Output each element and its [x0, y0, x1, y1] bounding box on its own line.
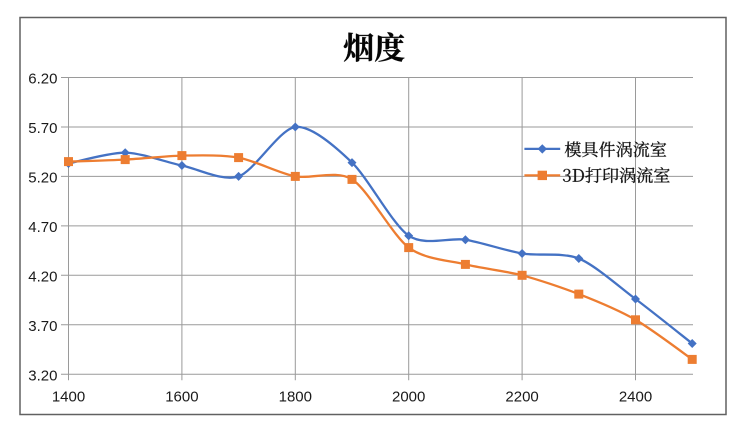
- svg-text:5.70: 5.70: [28, 120, 57, 137]
- svg-text:1400: 1400: [52, 389, 85, 406]
- svg-text:2200: 2200: [505, 389, 538, 406]
- svg-text:2400: 2400: [619, 389, 652, 406]
- svg-text:1600: 1600: [165, 389, 198, 406]
- svg-text:5.20: 5.20: [28, 170, 57, 187]
- svg-text:4.70: 4.70: [28, 219, 57, 236]
- svg-text:1800: 1800: [279, 389, 312, 406]
- svg-text:4.20: 4.20: [28, 268, 57, 285]
- svg-text:3.20: 3.20: [28, 367, 57, 384]
- svg-text:3.70: 3.70: [28, 318, 57, 335]
- svg-text:2000: 2000: [392, 389, 425, 406]
- svg-text:6.20: 6.20: [28, 71, 57, 88]
